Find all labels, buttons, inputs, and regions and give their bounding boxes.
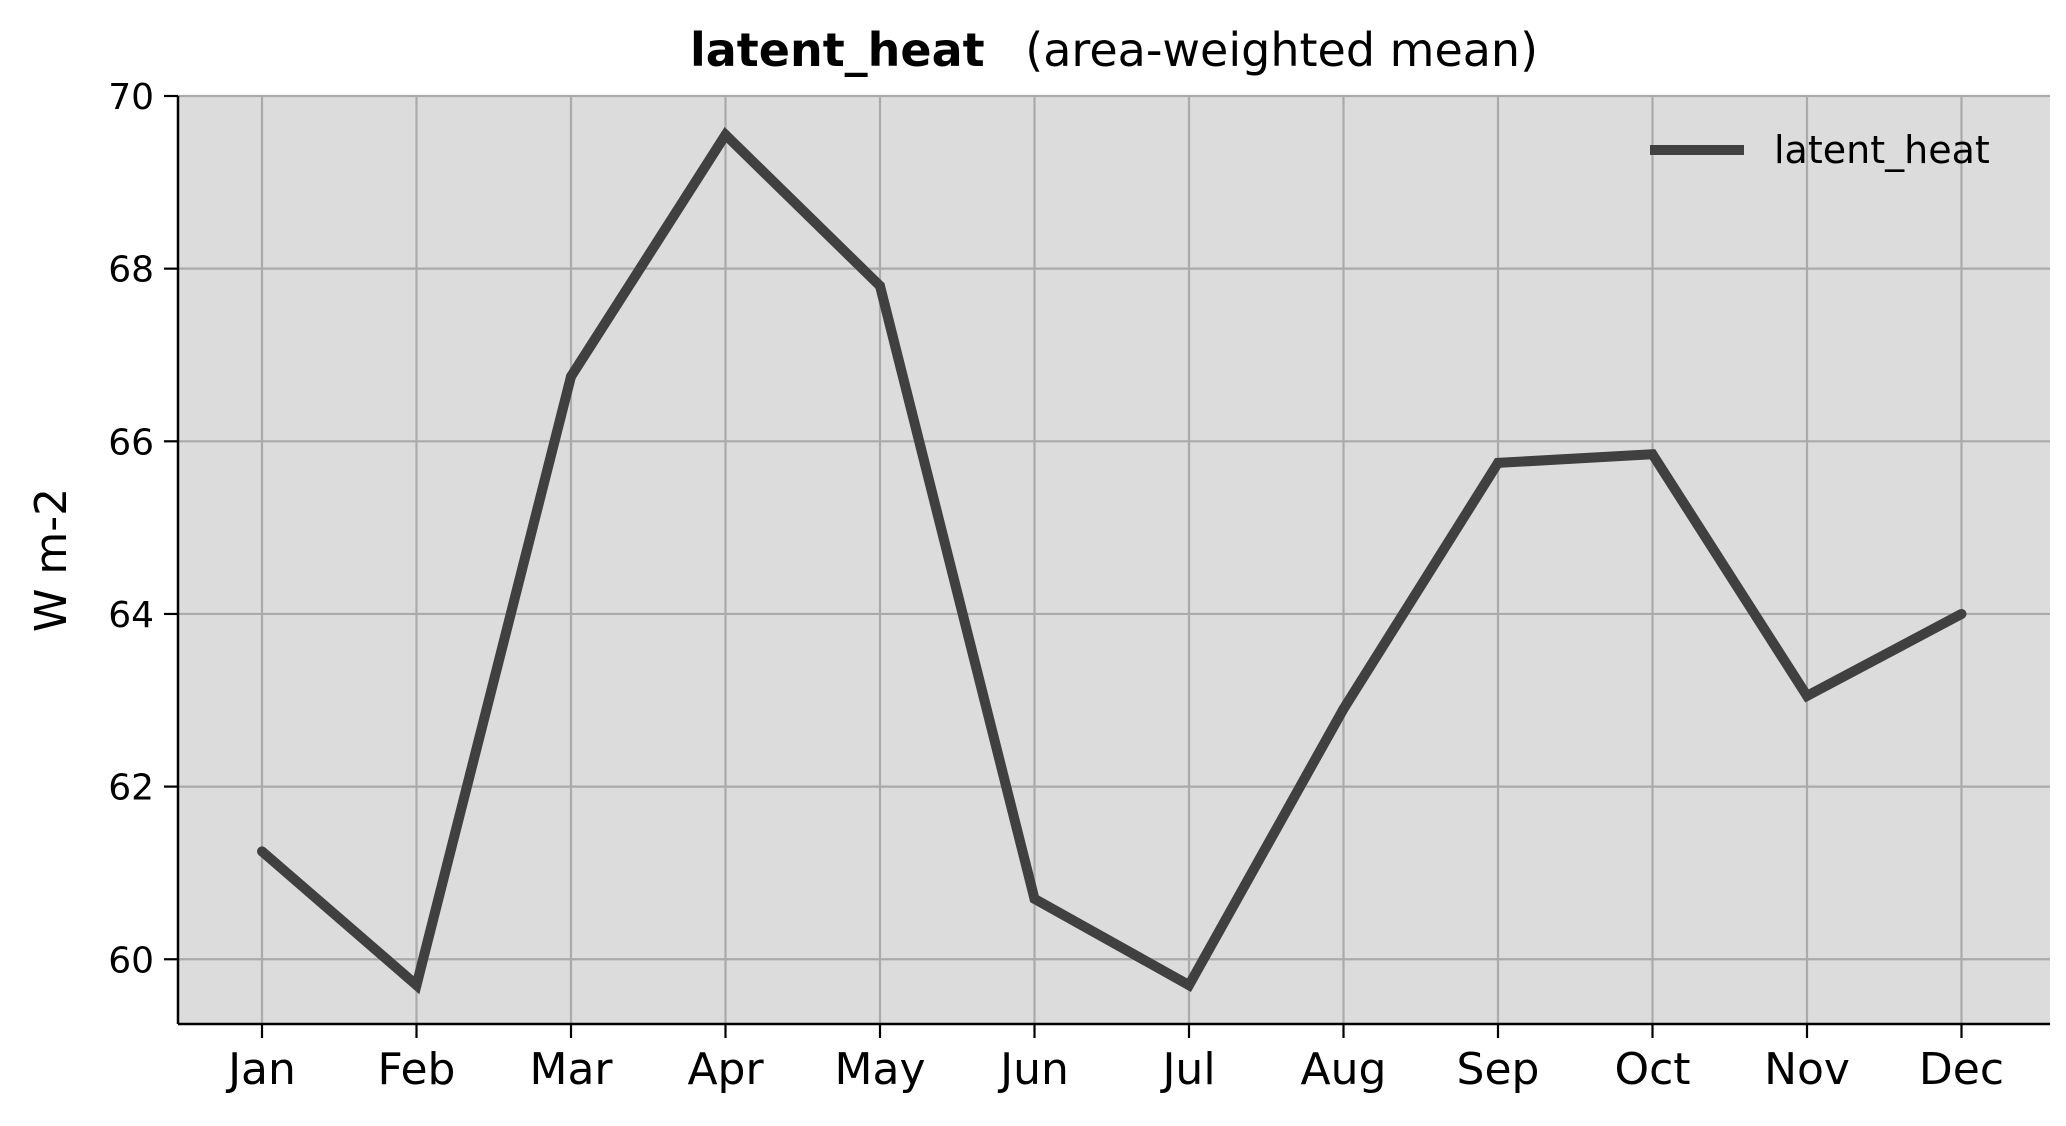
- x-ticks: Jan Feb Mar Apr May Jun Jul Aug Sep Oct Nov Dec: [225, 1024, 2004, 1095]
- data-point: [1338, 703, 1349, 714]
- x-tick-label: Jan: [225, 1044, 296, 1095]
- data-point: [566, 371, 576, 382]
- data-point: [1956, 608, 1967, 619]
- grid: [178, 94, 2050, 1024]
- x-tick-label: Nov: [1764, 1044, 1850, 1095]
- plot-area: [178, 96, 2050, 1024]
- data-point: [411, 980, 422, 991]
- data-point: [1647, 449, 1658, 460]
- chart-title: latent_heat (area-weighted mean): [690, 23, 1538, 77]
- x-tick-label: Aug: [1301, 1044, 1387, 1095]
- data-point: [1184, 980, 1194, 991]
- x-tick-label: Oct: [1614, 1044, 1690, 1095]
- y-tick-label: 62: [108, 768, 154, 809]
- x-tick-label: Sep: [1457, 1044, 1540, 1095]
- data-point: [1029, 893, 1040, 904]
- y-tick-label: 64: [108, 595, 154, 636]
- chart-title-main: latent_heat: [690, 23, 985, 77]
- data-point: [875, 280, 885, 291]
- y-tick-label: 70: [108, 77, 154, 118]
- legend: latent_heat: [1650, 128, 1990, 172]
- x-tick-label: Mar: [529, 1044, 613, 1095]
- x-tick-label: Feb: [378, 1044, 456, 1095]
- y-ticks: 60 62 64 66 68 70: [108, 77, 178, 981]
- legend-label: latent_heat: [1774, 128, 1990, 172]
- data-point: [1493, 457, 1503, 468]
- y-tick-label: 66: [108, 422, 154, 463]
- x-tick-label: Dec: [1919, 1044, 2004, 1095]
- x-tick-label: Jun: [997, 1044, 1069, 1095]
- series-line-latent_heat: [258, 126, 1964, 995]
- data-point: [720, 129, 731, 140]
- chart-subtitle: (area-weighted mean): [1025, 23, 1538, 77]
- x-tick-label: May: [835, 1044, 926, 1095]
- data-point: [257, 846, 267, 857]
- y-tick-label: 60: [108, 940, 154, 981]
- x-tick-label: Jul: [1159, 1044, 1215, 1095]
- series-layer: [257, 126, 1967, 995]
- x-tick-label: Apr: [687, 1044, 764, 1095]
- y-axis-label: W m-2: [26, 488, 77, 632]
- data-point: [1802, 690, 1812, 701]
- y-tick-label: 68: [108, 250, 154, 291]
